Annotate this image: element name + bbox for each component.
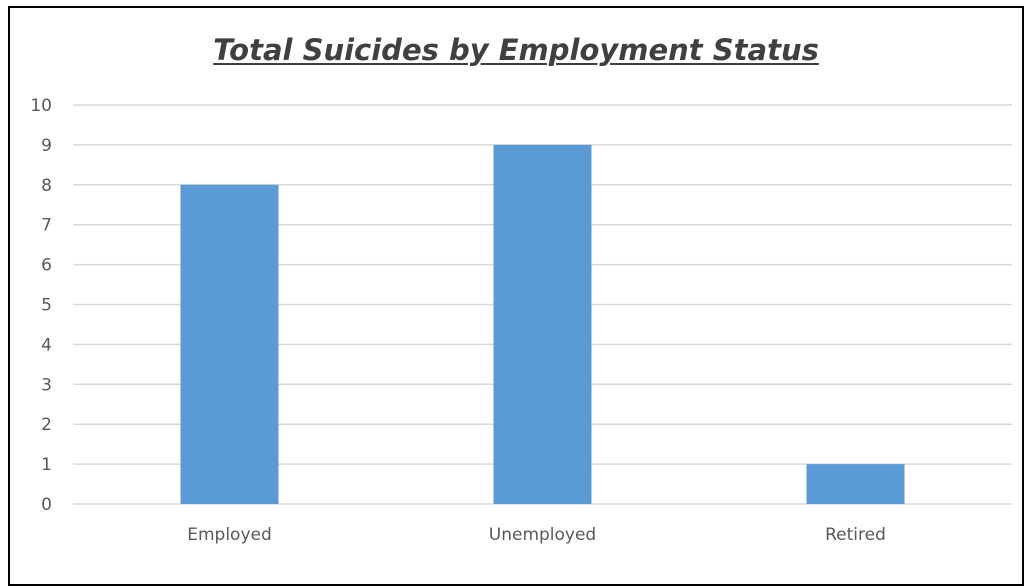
x-axis-categories: Employed Unemployed Retired [187, 525, 886, 545]
chart-plot-area: 0 1 2 3 4 5 6 7 8 9 10 Employed Unemployed Retired [30, 96, 1012, 545]
y-tick-label: 5 [41, 296, 52, 316]
y-tick-label: 6 [41, 256, 52, 276]
y-tick-label: 1 [41, 455, 52, 475]
x-category-label: Employed [187, 525, 272, 545]
y-axis-ticks: 0 1 2 3 4 5 6 7 8 9 10 [30, 96, 52, 515]
bar-unemployed [493, 144, 592, 504]
x-category-label: Retired [825, 525, 886, 545]
bar-retired [806, 464, 905, 504]
chart-title: Total Suicides by Employment Status [213, 33, 819, 67]
y-tick-label: 3 [41, 375, 52, 395]
bar-employed [180, 184, 279, 505]
y-tick-label: 7 [41, 216, 52, 236]
y-tick-label: 8 [41, 176, 52, 196]
y-tick-label: 2 [41, 415, 52, 435]
y-tick-label: 0 [41, 495, 52, 515]
y-tick-label: 4 [41, 335, 52, 355]
x-category-label: Unemployed [489, 525, 596, 545]
y-tick-label: 9 [41, 136, 52, 156]
y-tick-label: 10 [30, 96, 52, 116]
bars [180, 144, 905, 505]
